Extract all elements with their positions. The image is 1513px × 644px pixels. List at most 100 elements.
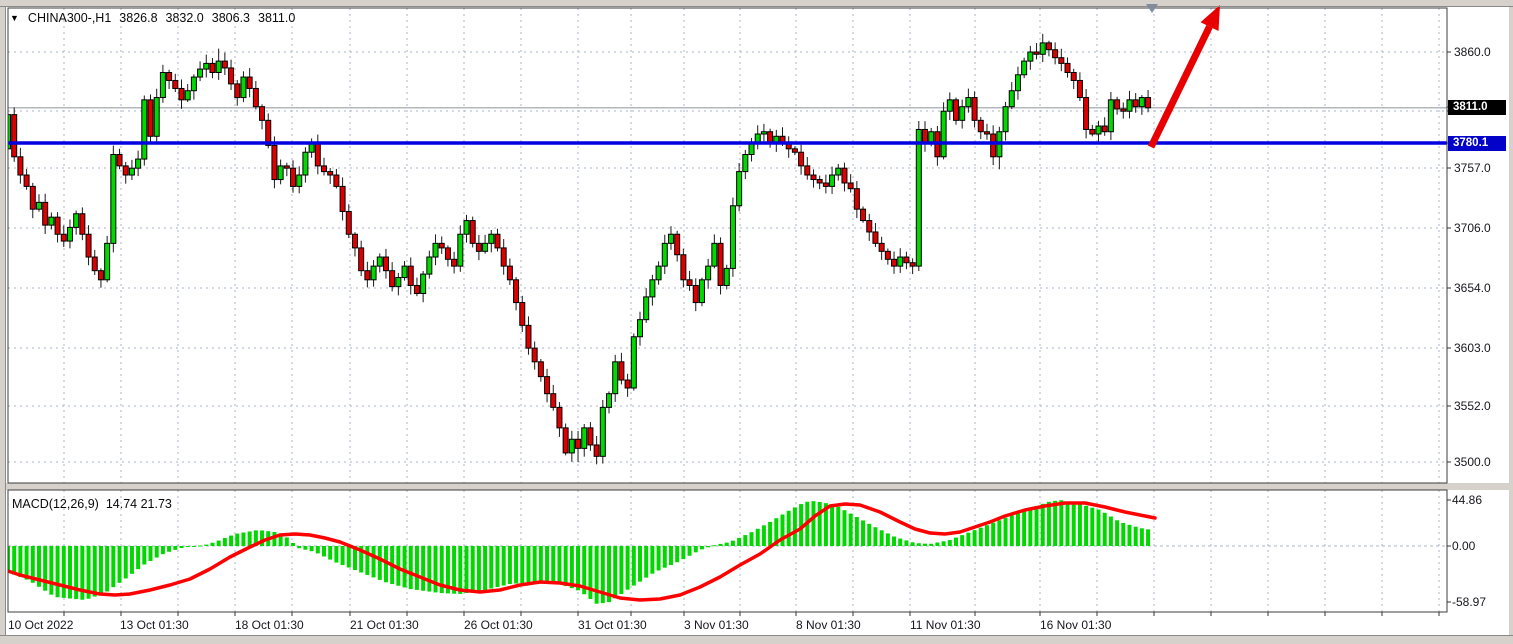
macd-histogram-bar: [1034, 505, 1039, 546]
candle-bearish: [60, 233, 67, 242]
candle-bullish: [463, 220, 470, 235]
candle-bullish: [829, 174, 836, 187]
candle-bullish: [110, 154, 117, 244]
macd-histogram-bar: [873, 527, 878, 546]
macd-histogram-bar: [854, 517, 859, 546]
candle-bullish: [426, 256, 433, 275]
candle-bullish: [73, 213, 80, 228]
macd-histogram-bar: [43, 546, 48, 591]
macd-histogram-bar: [947, 540, 952, 546]
macd-histogram-bar: [123, 546, 128, 579]
macd-histogram-bar: [786, 510, 791, 546]
candle-bearish: [283, 165, 290, 169]
quote-low: 3806.3: [211, 11, 250, 25]
candle-bearish: [1083, 97, 1090, 130]
macd-histogram-bar: [898, 538, 903, 546]
macd-histogram-bar: [315, 546, 320, 554]
candle-bearish: [79, 213, 86, 235]
candle-bearish: [798, 151, 805, 167]
candle-bullish: [729, 205, 736, 269]
candle-bearish: [922, 128, 929, 144]
candle-bearish: [816, 179, 823, 184]
macd-histogram-bar: [1046, 501, 1051, 546]
macd-pane[interactable]: [7, 489, 1448, 613]
candle-bearish: [1058, 57, 1065, 64]
macd-histogram-bar: [563, 546, 568, 586]
macd-histogram-bar: [80, 546, 85, 600]
candle-bearish: [822, 182, 829, 187]
macd-histogram-bar: [148, 546, 153, 561]
macd-histogram-bar: [8, 546, 10, 572]
macd-histogram-bar: [1077, 503, 1082, 546]
candle-bullish: [1126, 99, 1133, 112]
candle-bearish: [339, 185, 346, 212]
candle-bearish: [327, 171, 334, 176]
candle-bearish: [178, 87, 185, 101]
macd-histogram-bar: [1071, 502, 1076, 546]
candle-bearish: [147, 99, 154, 137]
macd-histogram-bar: [885, 533, 890, 546]
candle-bearish: [23, 174, 30, 187]
candle-bullish: [128, 167, 135, 176]
candle-bearish: [891, 258, 898, 267]
time-axis-label: 11 Nov 01:30: [910, 618, 981, 632]
macd-histogram-bar: [1108, 516, 1113, 546]
macd-histogram-bar: [309, 546, 314, 552]
candle-bearish: [847, 182, 854, 190]
candle-bearish: [550, 393, 557, 408]
macd-indicator-label: MACD(12,26,9) 14.74 21.73: [12, 497, 172, 511]
pane-separator[interactable]: [6, 483, 1509, 490]
macd-histogram-bar: [483, 546, 488, 590]
candle-bullish: [965, 97, 972, 108]
candle-bullish: [568, 438, 575, 454]
trend-arrow-head-icon[interactable]: [1200, 5, 1220, 31]
candle-bearish: [246, 76, 253, 89]
candle-bullish: [915, 128, 922, 267]
macd-histogram-bar: [328, 546, 333, 560]
macd-histogram-bar: [495, 546, 500, 588]
macd-histogram-bar: [36, 546, 41, 587]
candle-bearish: [382, 256, 389, 272]
macd-histogram-bar: [365, 546, 370, 575]
macd-histogram-bar: [712, 545, 717, 547]
macd-histogram-bar: [743, 535, 748, 546]
macd-histogram-bar: [650, 546, 655, 574]
time-axis-label: 31 Oct 01:30: [578, 618, 647, 632]
price-axis-label: 3500.0: [1454, 455, 1491, 469]
candle-bearish: [618, 361, 625, 381]
time-axis-label: 13 Oct 01:30: [120, 618, 189, 632]
main-price-pane[interactable]: [7, 7, 1448, 484]
macd-histogram-bar: [321, 546, 326, 557]
candle-bearish: [290, 167, 297, 187]
candle-bearish: [271, 144, 278, 181]
macd-histogram-bar: [749, 532, 754, 546]
candle-bullish: [432, 242, 439, 258]
candle-bullish: [104, 242, 111, 281]
candle-bullish: [946, 99, 953, 112]
time-axis-label: 21 Oct 01:30: [350, 618, 419, 632]
candle-bearish: [1070, 72, 1077, 81]
candle-bearish: [983, 131, 990, 135]
candle-bearish: [587, 427, 594, 446]
macd-histogram-bar: [167, 546, 172, 552]
support-price-text: 3780.1: [1453, 136, 1489, 149]
candle-bullish: [1095, 125, 1102, 135]
macd-histogram-bar: [427, 546, 432, 592]
candle-bearish: [624, 379, 631, 389]
candle-bullish: [302, 151, 309, 176]
candle-bearish: [500, 247, 507, 267]
macd-histogram-bar: [291, 543, 296, 546]
macd-histogram-bar: [433, 546, 438, 593]
candle-bullish: [240, 76, 247, 99]
symbol-dropdown-icon[interactable]: ▼: [10, 12, 19, 23]
candle-bullish: [153, 97, 160, 137]
macd-histogram-bar: [1059, 500, 1064, 546]
macd-histogram-bar: [129, 546, 134, 574]
macd-axis-label: -58.97: [1452, 595, 1487, 609]
candle-bearish: [97, 270, 104, 281]
macd-histogram-bar: [278, 534, 283, 546]
candle-bearish: [54, 216, 61, 235]
trend-arrow-shaft[interactable]: [1147, 25, 1213, 149]
macd-histogram-bar: [668, 546, 673, 565]
